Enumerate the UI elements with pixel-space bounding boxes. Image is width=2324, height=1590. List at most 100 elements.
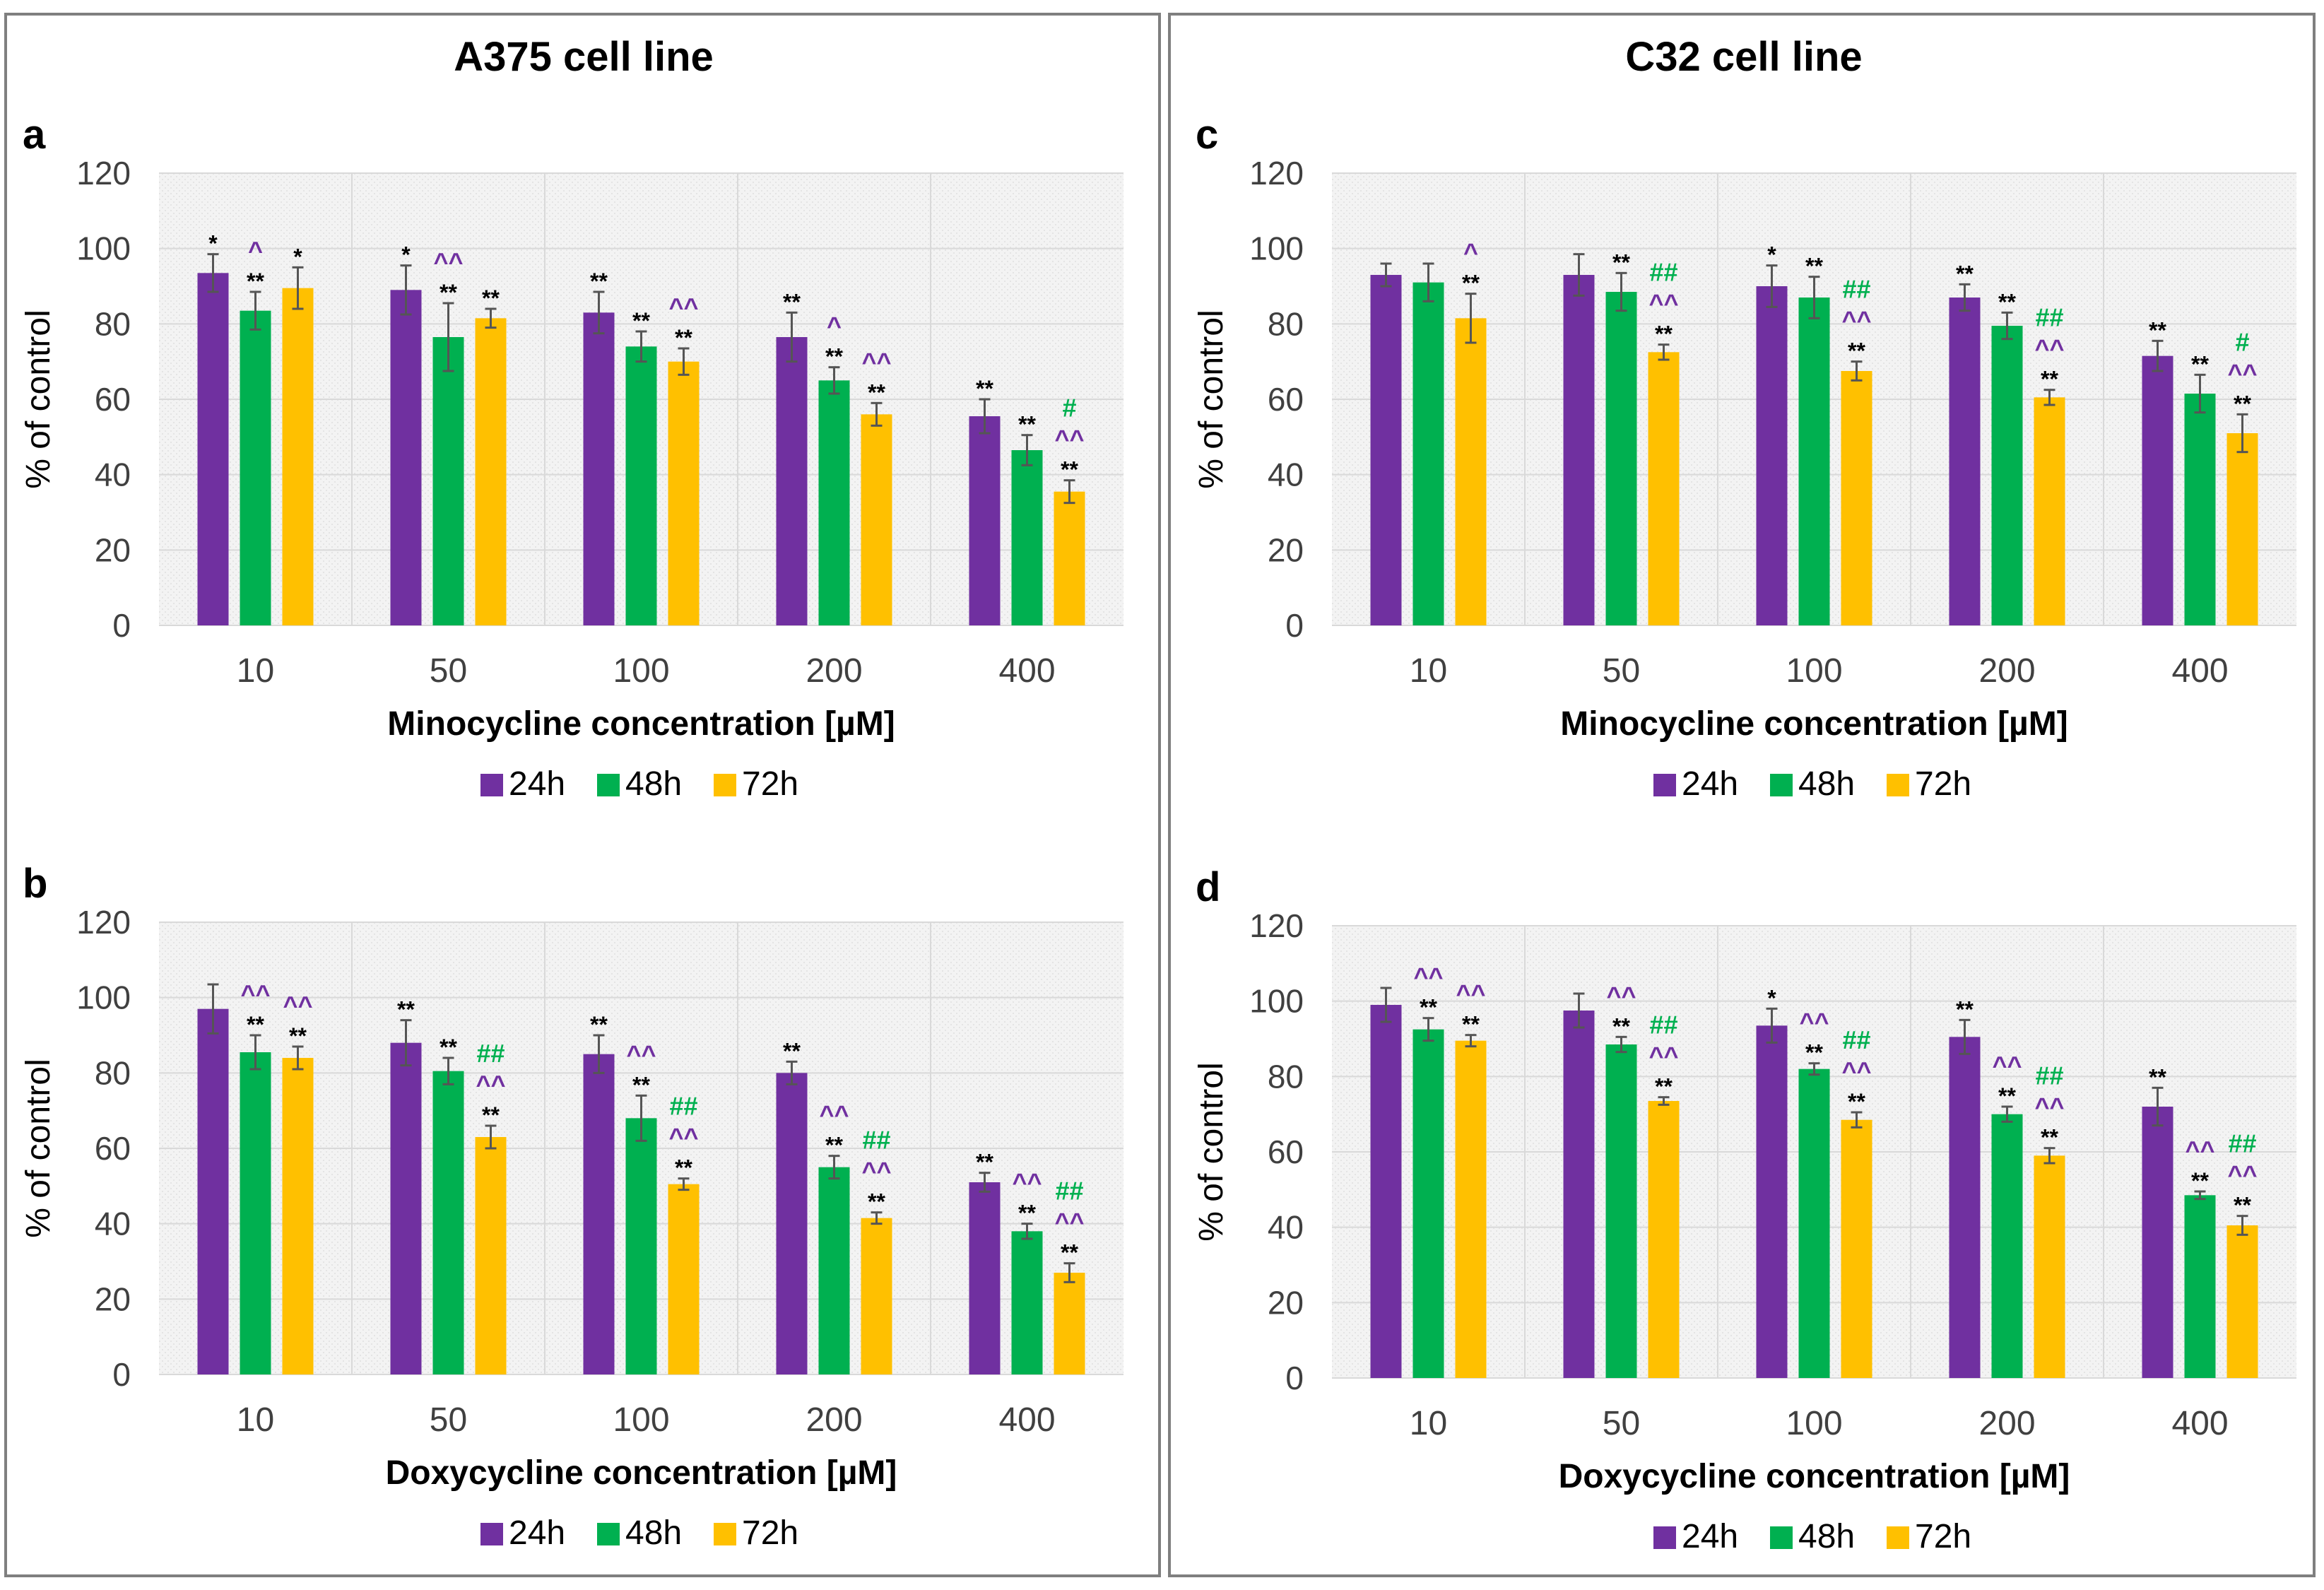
significance-label-b: ** <box>1018 1201 1036 1226</box>
significance-label-b: ^^ <box>819 1100 849 1129</box>
bar-d-72h-200 <box>2034 1155 2065 1378</box>
bar-c-24h-400 <box>2142 355 2173 625</box>
bar-a-48h-100 <box>625 346 657 625</box>
bar-b-72h-100 <box>668 1184 700 1374</box>
significance-label-b: ** <box>1061 1240 1078 1266</box>
bar-b-24h-50 <box>390 1042 422 1374</box>
bar-a-72h-50 <box>475 318 507 625</box>
bar-c-48h-400 <box>2184 394 2216 625</box>
significance-label-b: ** <box>289 1023 307 1049</box>
significance-label-c: ** <box>1848 338 1865 364</box>
x-tick-label-b: 50 <box>430 1401 467 1439</box>
bar-c-24h-100 <box>1756 286 1788 625</box>
legend-swatch-d-72h <box>1887 1526 1909 1549</box>
y-tick-label-c: 60 <box>1268 381 1304 418</box>
legend-label-c-72h: 72h <box>1915 765 1971 803</box>
significance-label-b: ## <box>1055 1177 1083 1206</box>
y-axis-label-a: % of control <box>20 310 57 488</box>
bar-c-48h-100 <box>1798 298 1830 625</box>
significance-label-d: ^^ <box>1648 1042 1678 1071</box>
bar-a-48h-10 <box>240 310 271 625</box>
significance-label-b: ^^ <box>861 1157 891 1186</box>
bar-d-24h-10 <box>1370 1005 1402 1378</box>
bar-b-72h-200 <box>861 1218 892 1374</box>
significance-label-b: ^^ <box>283 991 312 1020</box>
significance-label-b: ** <box>440 1035 457 1060</box>
bar-a-72h-400 <box>1054 491 1085 625</box>
panel-letter-c: c <box>1196 112 1218 158</box>
significance-label-a: * <box>401 242 411 268</box>
bar-a-48h-400 <box>1011 450 1043 625</box>
panel-letter-d: d <box>1196 864 1220 910</box>
bar-d-24h-50 <box>1563 1011 1595 1378</box>
bar-b-48h-200 <box>818 1167 850 1374</box>
bar-b-48h-400 <box>1011 1231 1043 1374</box>
y-tick-label-d: 40 <box>1268 1209 1304 1246</box>
bar-c-72h-10 <box>1455 318 1487 625</box>
significance-label-a: ** <box>632 308 650 334</box>
significance-label-a: ^ <box>248 236 263 265</box>
significance-label-a: ^^ <box>668 293 698 322</box>
bar-b-48h-100 <box>625 1118 657 1374</box>
significance-label-b: ## <box>476 1039 505 1068</box>
significance-label-a: ** <box>783 289 801 314</box>
y-tick-label-c: 0 <box>1285 607 1304 644</box>
bar-d-48h-50 <box>1605 1044 1637 1378</box>
y-tick-label-a: 80 <box>95 305 131 342</box>
significance-label-a: ^^ <box>861 347 891 376</box>
significance-label-d: * <box>1767 985 1776 1011</box>
legend-label-b-48h: 48h <box>625 1514 682 1552</box>
significance-label-a: * <box>208 231 218 257</box>
significance-label-b: ** <box>397 997 415 1023</box>
x-tick-label-c: 200 <box>1978 652 2035 690</box>
significance-label-a: ** <box>1018 412 1036 437</box>
significance-label-d: ** <box>1956 996 1974 1022</box>
significance-label-a: ** <box>590 269 608 294</box>
legend-swatch-b-48h <box>597 1523 620 1545</box>
y-tick-label-c: 80 <box>1268 305 1304 342</box>
significance-label-b: ** <box>675 1155 692 1181</box>
significance-label-b: ** <box>632 1072 650 1097</box>
significance-label-c: ** <box>1612 249 1630 275</box>
significance-label-b: ** <box>976 1150 993 1175</box>
significance-label-d: ^^ <box>2227 1160 2257 1189</box>
legend-swatch-d-24h <box>1653 1526 1676 1549</box>
bar-b-48h-50 <box>432 1071 464 1374</box>
y-tick-label-b: 120 <box>76 904 131 941</box>
bar-d-24h-200 <box>1949 1037 1981 1378</box>
bar-d-72h-100 <box>1841 1119 1872 1378</box>
bar-d-72h-10 <box>1455 1040 1487 1378</box>
significance-label-a: ^^ <box>1054 425 1084 454</box>
significance-label-d: ** <box>2234 1193 2251 1218</box>
left-panel-frame <box>4 13 1161 1577</box>
bar-a-48h-50 <box>432 337 464 625</box>
x-tick-label-c: 400 <box>2171 652 2228 690</box>
significance-label-d: ## <box>1842 1025 1870 1054</box>
x-tick-label-b: 400 <box>998 1401 1055 1439</box>
panel-letter-b: b <box>23 861 47 907</box>
significance-label-a: # <box>1062 394 1076 423</box>
x-axis-label-d: Doxycycline concentration [µM] <box>1559 1458 2070 1495</box>
y-tick-label-d: 80 <box>1268 1058 1304 1095</box>
significance-label-c: * <box>1767 242 1776 268</box>
panel-letter-a: a <box>23 112 46 158</box>
bar-b-24h-200 <box>776 1073 808 1374</box>
bar-d-48h-10 <box>1412 1029 1444 1378</box>
significance-label-d: ^^ <box>1606 981 1636 1010</box>
significance-label-d: ** <box>1998 1083 2016 1109</box>
legend-swatch-c-72h <box>1887 774 1909 796</box>
legend-swatch-c-48h <box>1770 774 1793 796</box>
x-tick-label-b: 10 <box>237 1401 274 1439</box>
legend-label-b-24h: 24h <box>509 1514 565 1552</box>
bar-b-72h-50 <box>475 1137 507 1374</box>
significance-label-d: ** <box>2149 1064 2166 1090</box>
bar-d-24h-100 <box>1756 1025 1788 1378</box>
x-tick-label-c: 50 <box>1603 652 1640 690</box>
significance-label-d: ** <box>1462 1012 1480 1037</box>
right-panel-frame <box>1168 13 2316 1577</box>
x-tick-label-a: 10 <box>237 652 274 690</box>
bar-c-48h-200 <box>1991 326 2023 625</box>
